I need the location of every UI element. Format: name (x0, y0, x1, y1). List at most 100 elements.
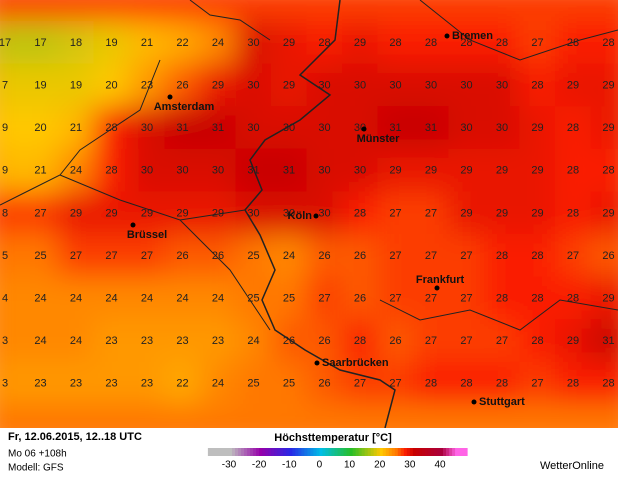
temperature: 28 (105, 165, 117, 177)
cell (590, 276, 618, 321)
temperature: 30 (247, 207, 259, 219)
cell (164, 106, 201, 151)
temperature: 18 (70, 37, 82, 49)
temperature: 28 (602, 37, 614, 49)
temperature: 29 (354, 37, 366, 49)
temperature: 23 (212, 335, 224, 347)
cell (93, 361, 130, 406)
color-step (349, 448, 354, 456)
cell (235, 63, 272, 108)
temperature: 23 (141, 80, 153, 92)
color-step (343, 448, 348, 456)
temperature: 28 (105, 122, 117, 134)
temperature: 28 (354, 335, 366, 347)
cell (448, 361, 485, 406)
cell (22, 276, 59, 321)
temperature: 27 (531, 378, 543, 390)
temperature: 25 (247, 293, 259, 305)
temperature: 29 (460, 165, 472, 177)
cell (129, 361, 165, 406)
color-step (370, 448, 375, 456)
temperature: 30 (425, 80, 437, 92)
temperature: 19 (34, 80, 46, 92)
color-step (271, 448, 275, 456)
cell (0, 234, 23, 278)
temperature: 29 (531, 165, 543, 177)
cell (590, 63, 618, 108)
cell (22, 361, 59, 406)
color-step (304, 448, 308, 456)
temperature: 31 (176, 122, 188, 134)
temperature: 28 (567, 165, 579, 177)
cell (129, 148, 165, 193)
color-step (464, 448, 468, 456)
cell (590, 106, 618, 151)
color-step (207, 448, 212, 456)
cell (342, 63, 378, 108)
temperature: 30 (318, 80, 330, 92)
temperature: 23 (176, 335, 188, 347)
temperature: 27 (460, 250, 472, 262)
temperature: 29 (389, 165, 401, 177)
color-step (244, 448, 248, 456)
color-step (379, 448, 384, 456)
legend-tick: 40 (434, 460, 446, 471)
color-step (364, 448, 369, 456)
temperature: 25 (283, 293, 295, 305)
cell (271, 191, 307, 236)
cell (200, 361, 236, 406)
temperature: 21 (34, 165, 46, 177)
color-step (274, 448, 278, 456)
cell (235, 21, 272, 65)
cell (0, 319, 23, 364)
temperature: 29 (70, 207, 82, 219)
cell (555, 21, 591, 65)
temperature: 27 (389, 378, 401, 390)
cell (484, 191, 520, 236)
color-step (286, 448, 290, 456)
color-step (213, 448, 218, 456)
color-step (455, 448, 459, 456)
temperature: 24 (283, 250, 295, 262)
cell (306, 319, 343, 364)
cell (58, 106, 94, 151)
cell (342, 361, 378, 406)
color-step (361, 448, 366, 456)
temperature: 30 (318, 122, 330, 134)
color-step (331, 448, 335, 456)
temperature: 23 (70, 378, 82, 390)
cell (200, 106, 236, 151)
cell (448, 63, 485, 108)
temperature: 23 (34, 378, 46, 390)
color-step (397, 448, 402, 456)
color-step (400, 448, 405, 456)
color-step (307, 448, 311, 456)
cell (306, 276, 343, 321)
cell (129, 21, 165, 65)
temperature: 28 (531, 80, 543, 92)
cell (129, 234, 165, 278)
temperature: 29 (212, 207, 224, 219)
temperature: 3 (2, 378, 8, 390)
cell (413, 191, 449, 236)
cell (413, 276, 449, 321)
temperature: 25 (283, 378, 295, 390)
cell (200, 319, 236, 364)
cell (271, 63, 307, 108)
color-step (325, 448, 329, 456)
temperature: 27 (389, 207, 401, 219)
temperature: 27 (318, 293, 330, 305)
color-step (210, 448, 215, 456)
cell (484, 276, 520, 321)
color-step (256, 448, 260, 456)
cell (22, 21, 59, 65)
brand: WetterOnline (540, 460, 604, 472)
temperature: 28 (389, 37, 401, 49)
color-step (427, 448, 432, 456)
color-step (430, 448, 435, 456)
city-label: Stuttgart (479, 396, 525, 408)
color-step (340, 448, 345, 456)
temperature: 28 (496, 37, 508, 49)
temperature: 27 (425, 335, 437, 347)
cell (342, 319, 378, 364)
